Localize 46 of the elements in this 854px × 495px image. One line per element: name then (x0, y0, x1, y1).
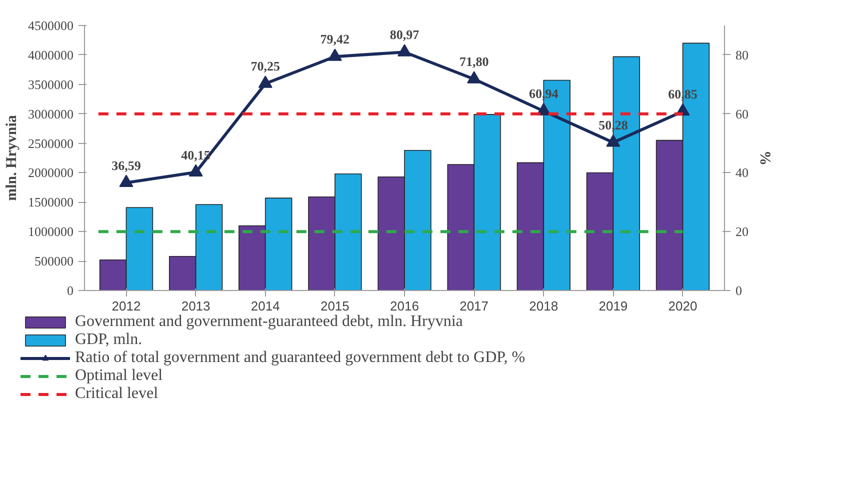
x-tick-label: 2015 (320, 298, 350, 314)
y-tick-label: 1000000 (28, 224, 74, 240)
y-tick-label: 2500000 (28, 136, 74, 151)
x-tick-label: 2019 (598, 298, 628, 314)
y-axis-title: mln. Hryvnia (4, 114, 20, 201)
y-tick-label: 1500000 (28, 194, 74, 210)
y-tick-label: 4000000 (28, 47, 74, 62)
point (119, 174, 134, 188)
data-label: 60,94 (529, 86, 559, 102)
x-tick-label: 2017 (460, 298, 489, 314)
y2-axis-title: % (756, 150, 772, 166)
legend-label: Critical level (75, 385, 158, 403)
x-tick-label: 2012 (112, 298, 141, 314)
point (188, 164, 203, 177)
legend-label: Government and government-guaranteed debt, mln. Hryvnia (75, 313, 463, 331)
data-label: 80,97 (390, 27, 420, 42)
point (328, 48, 342, 61)
y-tick-label: 3500000 (28, 76, 74, 92)
x-tick-label: 2018 (529, 298, 558, 314)
data-label: 36,59 (112, 158, 142, 173)
data-label: 70,25 (250, 58, 280, 74)
x-tick-label: 2013 (181, 298, 210, 314)
y-tick-label: 3000000 (28, 106, 74, 122)
legend-label: Optimal level (75, 367, 163, 385)
y-tick-label: 4500000 (28, 18, 74, 33)
point (467, 71, 482, 84)
y2-tick-label: 20 (736, 224, 748, 240)
y2-tick-label: 0 (736, 283, 742, 298)
y-tick-label: 2000000 (28, 165, 74, 180)
x-tick-label: 2014 (250, 298, 280, 314)
y2-tick-label: 40 (736, 165, 748, 180)
point (258, 76, 272, 88)
point (606, 134, 620, 147)
point (398, 44, 412, 56)
y-tick-label: 500000 (34, 254, 74, 269)
data-label: 60,85 (668, 86, 698, 102)
x-tick-label: 2020 (668, 298, 698, 314)
data-label: 50,28 (598, 117, 628, 132)
legend-label: GDP, mln. (75, 331, 142, 349)
y2-tick-label: 80 (736, 47, 748, 62)
x-tick-label: 2016 (390, 298, 419, 314)
y-tick-label: 0 (67, 283, 74, 298)
legend-label: Ratio of total government and guaranteed government debt to GDP, % (75, 349, 526, 367)
data-label: 79,42 (320, 32, 350, 47)
y2-tick-label: 60 (736, 106, 748, 122)
data-label: 71,80 (459, 54, 489, 70)
